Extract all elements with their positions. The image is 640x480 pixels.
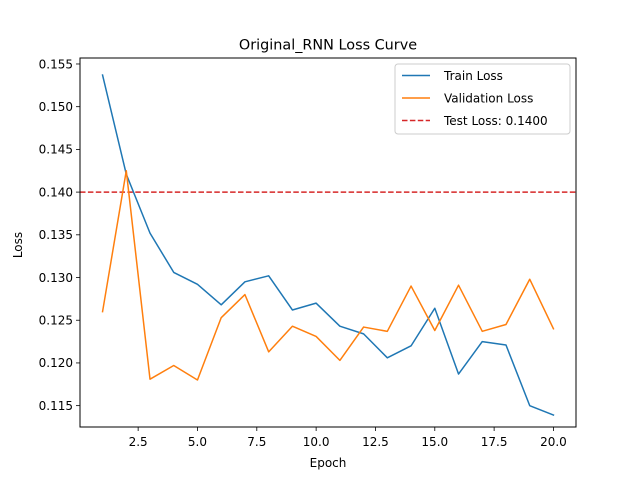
legend-label: Train Loss [443,69,503,83]
plot-area [80,74,576,417]
x-tick-label: 10.0 [303,435,330,449]
legend-label: Test Loss: 0.1400 [443,114,548,128]
x-axis-label: Epoch [310,456,347,470]
x-tick-label: 17.5 [481,435,508,449]
y-tick-label: 0.135 [39,228,73,242]
axes: 2.5 5.0 7.5 10.0 12.5 15.0 17.5 20.0 0.115 0.120 0… [39,57,577,449]
legend-entry-test-loss: Test Loss: 0.1400 [402,114,548,128]
x-tick-label: 5.0 [188,435,207,449]
chart-title: Original_RNN Loss Curve [239,38,417,54]
x-tick-label: 7.5 [247,435,266,449]
y-tick-label: 0.130 [39,271,73,285]
x-tick-label: 12.5 [362,435,389,449]
y-tick-label: 0.150 [39,100,73,114]
legend-entry-validation-loss: Validation Loss [402,91,533,105]
train-loss-line [101,74,555,417]
y-tick-label: 0.155 [39,57,73,71]
y-axis-label: Loss [11,232,25,258]
x-tick-label: 2.5 [129,435,148,449]
legend-box [394,63,571,135]
y-tick-label: 0.145 [39,143,73,157]
legend-entry-train-loss: Train Loss [402,69,503,83]
validation-loss-line [101,170,555,381]
y-tick-label: 0.120 [39,356,73,370]
y-tick-label: 0.125 [39,314,73,328]
y-tick-label: 0.140 [39,185,73,199]
y-tick-label: 0.115 [39,399,73,413]
x-tick-label: 15.0 [421,435,448,449]
legend-label: Validation Loss [444,91,533,105]
legend: Train Loss Validation Loss Test Loss: 0.14… [394,63,571,135]
axes-frame [79,57,577,428]
x-tick-label: 20.0 [540,435,567,449]
